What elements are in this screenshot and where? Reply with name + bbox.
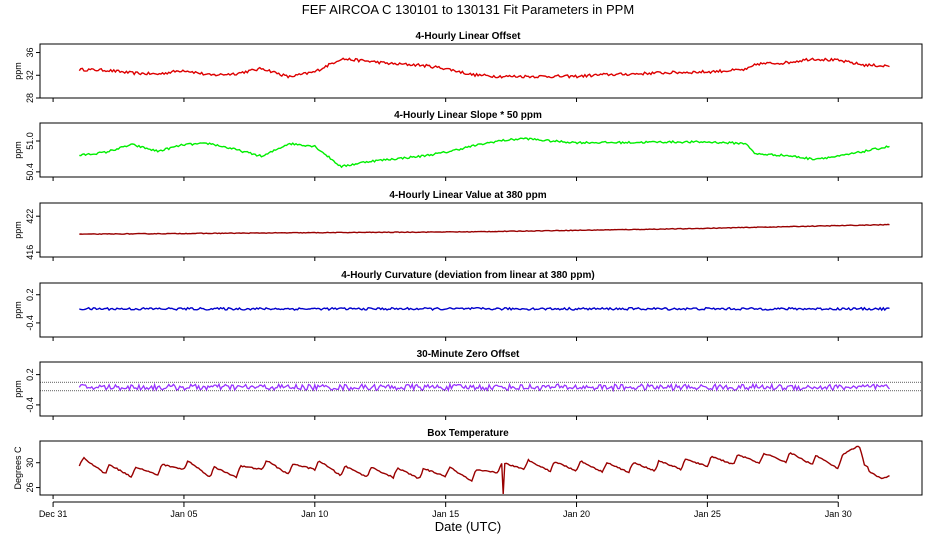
series-line xyxy=(79,306,890,312)
y-tick-label: 26 xyxy=(25,483,35,493)
panel-4: 4-Hourly Curvature (deviation from linea… xyxy=(13,270,923,341)
y-tick-label: 32 xyxy=(25,70,35,80)
y-tick-label: -0.4 xyxy=(25,397,35,413)
x-axis-title: Date (UTC) xyxy=(435,519,501,534)
y-tick-label: 0.2 xyxy=(25,368,35,381)
y-axis-label: ppm xyxy=(13,301,23,319)
series-line xyxy=(79,223,890,236)
y-tick-label: 416 xyxy=(25,245,35,260)
panel-frame xyxy=(39,282,923,338)
y-tick-label: 0.2 xyxy=(25,288,35,301)
y-tick-label: 28 xyxy=(25,93,35,103)
panel-title: 4-Hourly Linear Slope * 50 ppm xyxy=(394,110,542,121)
panel-frame xyxy=(39,440,923,496)
panel-frame xyxy=(39,122,923,178)
series-line xyxy=(78,381,890,393)
panel-title: Box Temperature xyxy=(427,428,509,439)
x-tick-label: Jan 20 xyxy=(563,509,590,519)
x-axis: Dec 31 Jan 05 Jan 10 Jan 15 Jan 20 Jan 25 Jan … xyxy=(39,501,852,519)
panel-title: 4-Hourly Linear Offset xyxy=(415,31,521,42)
panels: 4-Hourly Linear Offset283236ppm4-Hourly … xyxy=(13,31,923,499)
series-line xyxy=(78,57,890,79)
x-tick-label: Jan 15 xyxy=(432,509,459,519)
y-axis-label: ppm xyxy=(13,221,23,239)
y-axis-label: ppm xyxy=(13,141,23,159)
panel-2: 4-Hourly Linear Slope * 50 ppm 50.4 51.0pp… xyxy=(13,110,923,181)
y-tick-label: 30 xyxy=(25,458,35,468)
y-axis-label: ppm xyxy=(13,62,23,80)
y-axis-label: Degrees C xyxy=(13,446,23,490)
y-tick-label: -0.4 xyxy=(25,315,35,331)
panel-title: 4-Hourly Linear Value at 380 ppm xyxy=(389,190,546,201)
x-tick-label: Jan 05 xyxy=(170,509,197,519)
series-line xyxy=(79,137,890,169)
series-line xyxy=(78,445,890,495)
y-tick-label: 422 xyxy=(25,209,35,224)
panel-title: 4-Hourly Curvature (deviation from linea… xyxy=(341,270,594,281)
x-tick-label: Dec 31 xyxy=(39,509,68,519)
panel-frame xyxy=(39,202,923,258)
y-tick-label: 36 xyxy=(25,48,35,58)
y-tick-label: 51.0 xyxy=(25,132,35,150)
panel-frame xyxy=(39,361,923,417)
y-tick-label: 50.4 xyxy=(25,163,35,181)
x-tick-label: Jan 10 xyxy=(301,509,328,519)
x-tick-label: Jan 25 xyxy=(694,509,721,519)
y-axis-label: ppm xyxy=(13,380,23,398)
x-tick-label: Jan 30 xyxy=(825,509,852,519)
panel-title: 30-Minute Zero Offset xyxy=(417,349,520,360)
panel-frame xyxy=(39,43,923,99)
figure-title: FEF AIRCOA C 130101 to 130131 Fit Parame… xyxy=(302,2,634,17)
panel-3: 4-Hourly Linear Value at 380 ppm 416 422pp… xyxy=(13,190,923,261)
